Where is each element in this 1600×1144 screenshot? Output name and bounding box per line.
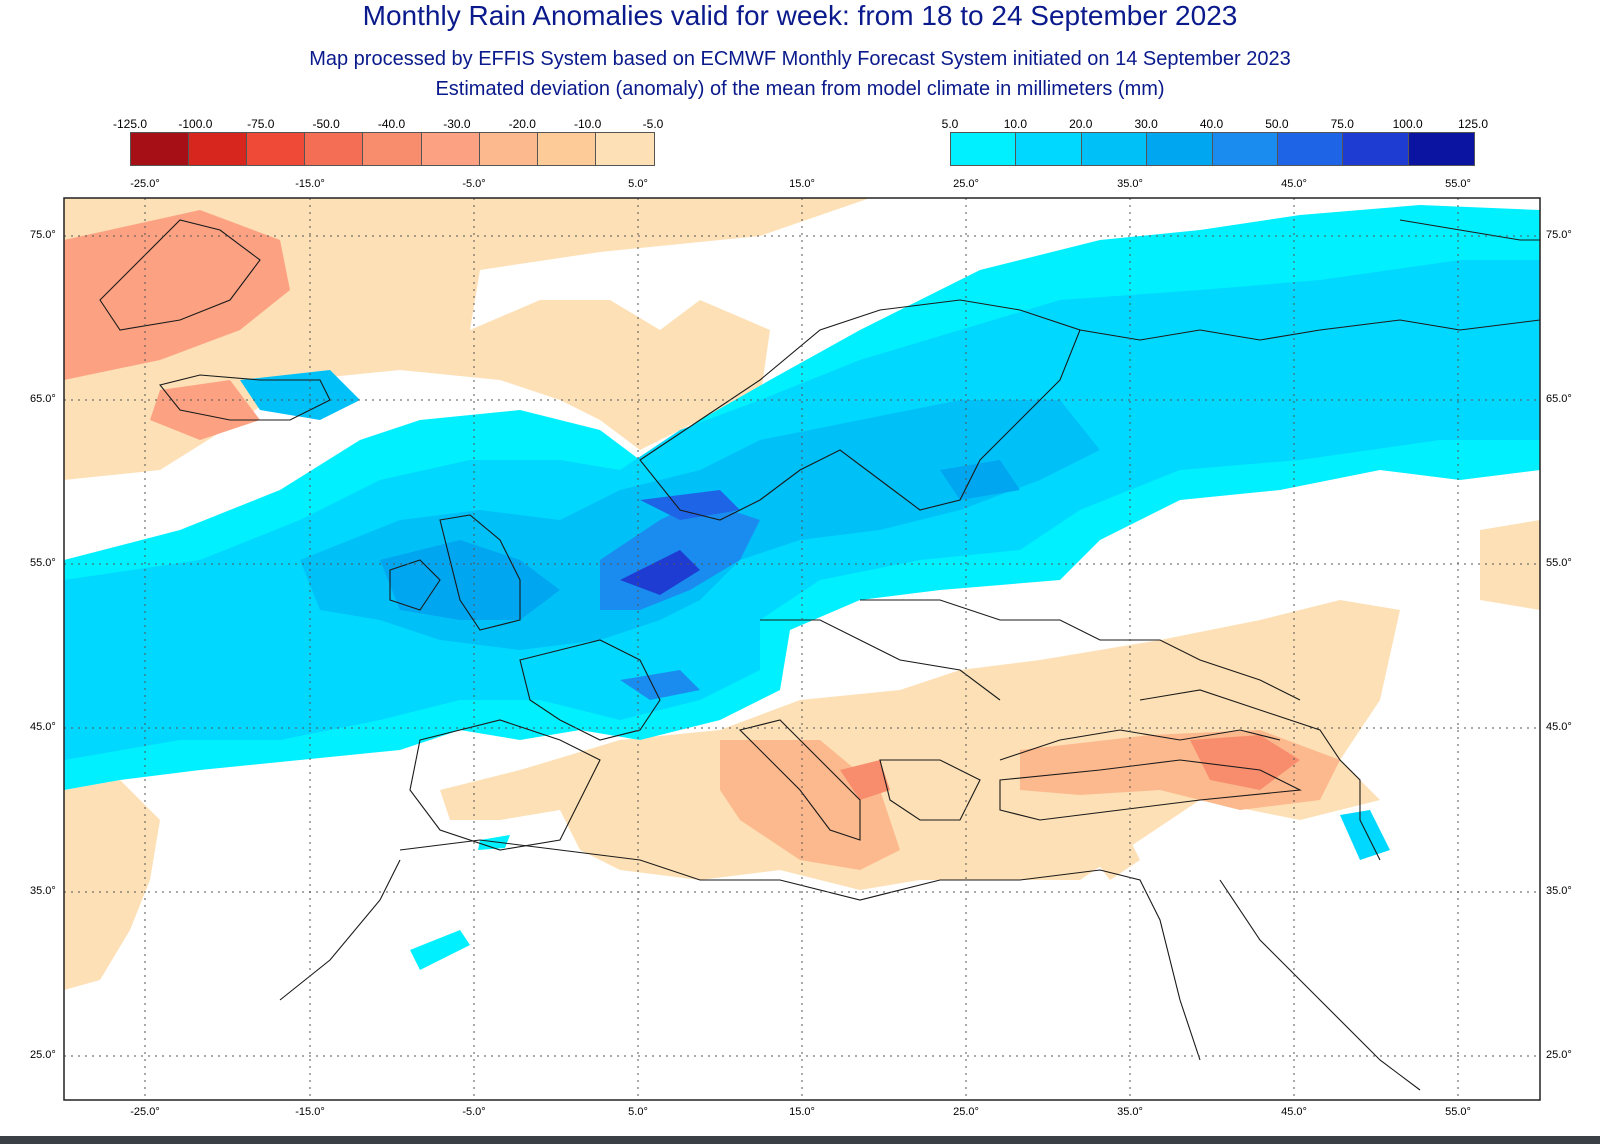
lon-label-bottom: 45.0° [1281,1106,1307,1118]
legend_dry-swatch [479,133,538,165]
legend_wet-swatch [1408,133,1474,165]
lat-label-right: 75.0° [1546,229,1572,241]
legend_wet-label: 30.0 [1134,117,1158,131]
lon-label-top: 35.0° [1117,178,1143,190]
legend_wet-swatch [1147,133,1213,165]
lon-label-top: 55.0° [1445,178,1471,190]
legend_wet-label: 75.0 [1330,117,1354,131]
legend_dry-swatch [131,133,190,165]
lon-label-top: -15.0° [295,178,325,190]
lat-label-right: 45.0° [1546,721,1572,733]
lon-label-bottom: -25.0° [130,1106,160,1118]
map-title: Monthly Rain Anomalies valid for week: f… [362,0,1238,31]
lon-label-bottom: 5.0° [628,1106,648,1118]
legend_dry-label: -40.0 [377,117,406,131]
lon-label-bottom: 15.0° [789,1106,815,1118]
map-subtitle-processing: Map processed by EFFIS System based on E… [309,48,1291,70]
lon-label-bottom: -5.0° [462,1106,486,1118]
lat-label-left: 65.0° [30,393,56,405]
legend_wet-label: 40.0 [1199,117,1224,131]
legend_dry-swatch [363,133,422,165]
lon-label-top: -5.0° [462,178,486,190]
legend_dry-label: -10.0 [573,117,602,131]
lat-label-left: 75.0° [30,229,56,241]
legend_dry-swatch [247,133,306,165]
legend_dry-label: -125.0 [112,117,148,131]
legend_dry-label: -75.0 [247,117,275,131]
legend_wet-label: 125.0 [1457,117,1489,131]
lon-label-top: 45.0° [1281,178,1307,190]
lon-label-bottom: 25.0° [953,1106,979,1118]
lat-label-left: 55.0° [30,557,56,569]
legend_wet-swatch [1343,133,1409,165]
legend_dry-label: -100.0 [178,117,213,131]
lon-label-bottom: 55.0° [1445,1106,1471,1118]
lat-label-left: 25.0° [30,1049,56,1061]
lat-lon-grid [64,198,1540,1100]
legend_wet-label: 100.0 [1392,117,1423,131]
lon-label-bottom: -15.0° [295,1106,325,1118]
lon-label-bottom: 35.0° [1117,1106,1143,1118]
lat-label-left: 35.0° [30,885,56,897]
legend_dry-label: -20.0 [508,117,536,131]
lon-label-top: 15.0° [789,178,815,190]
legend_dry-label: -50.0 [312,117,340,131]
map-frame [63,197,1541,1101]
lon-label-top: 5.0° [628,178,648,190]
map-subtitle-units: Estimated deviation (anomaly) of the mea… [435,78,1165,100]
legend_wet-label: 20.0 [1069,117,1093,131]
legend-wet-colorbar [950,132,1475,166]
lat-label-left: 45.0° [30,721,56,733]
legend_wet-swatch [1212,133,1278,165]
lat-label-right: 35.0° [1546,885,1572,897]
legend_wet-swatch [1016,133,1082,165]
legend_wet-swatch [1081,133,1148,165]
lat-label-right: 65.0° [1546,393,1572,405]
legend-dry-colorbar [130,132,655,166]
legend_wet-label: 5.0 [941,117,959,131]
legend_dry-swatch [189,133,248,165]
legend_wet-swatch [951,133,1017,165]
legend_dry-label: -5.0 [642,117,664,131]
dry-anomaly-areas [64,198,1540,990]
legend_dry-swatch [421,133,480,165]
legend_wet-label: 10.0 [1003,117,1028,131]
bottom-strip [0,1136,1600,1144]
legend_dry-swatch [595,133,654,165]
legend_dry-label: -30.0 [443,117,471,131]
legend_wet-label: 50.0 [1265,117,1289,131]
lon-label-top: 25.0° [953,178,979,190]
coastlines [99,219,1540,1091]
legend_wet-swatch [1277,133,1344,165]
lon-label-top: -25.0° [130,178,160,190]
wet-anomaly-areas [64,205,1540,970]
lat-label-right: 55.0° [1546,557,1572,569]
legend_dry-swatch [305,133,364,165]
lat-label-right: 25.0° [1546,1049,1572,1061]
legend_dry-swatch [537,133,596,165]
